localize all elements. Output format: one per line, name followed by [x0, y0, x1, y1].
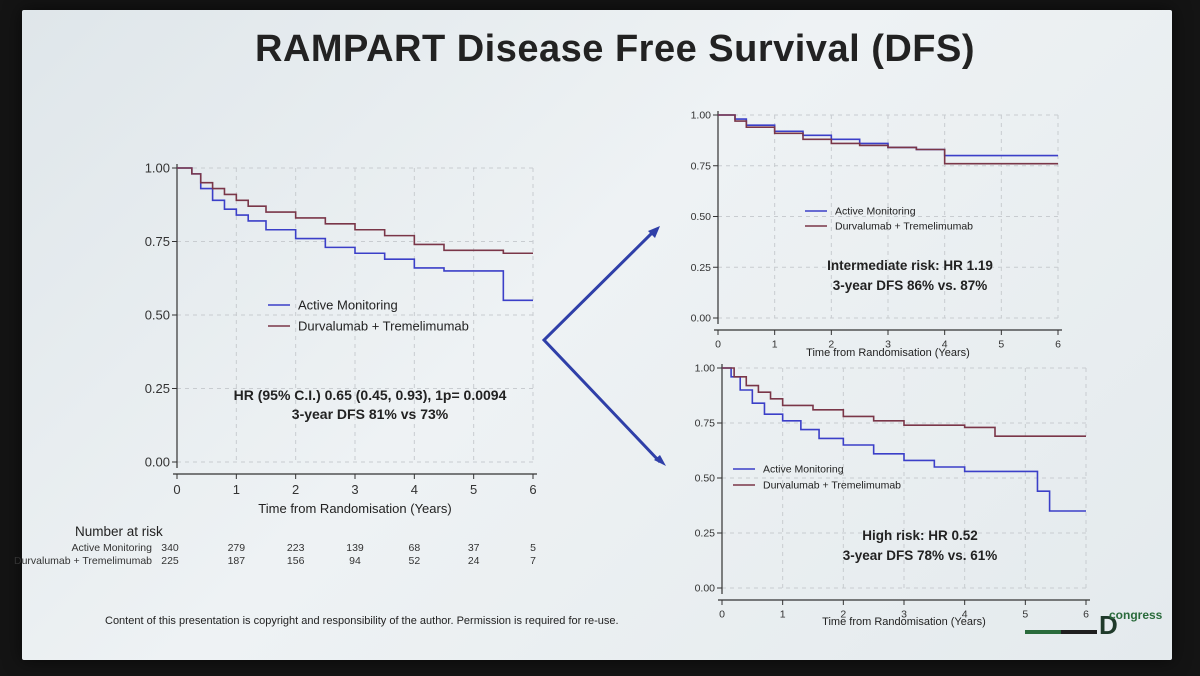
slide-title: RAMPART Disease Free Survival (DFS): [255, 28, 975, 70]
y-tick-label: 1.00: [145, 161, 170, 176]
arrow-head-top: [648, 226, 660, 238]
x-tick-label: 0: [715, 339, 721, 351]
chart-annotation: 3-year DFS 78% vs. 61%: [843, 548, 998, 563]
chart-annotation: 3-year DFS 86% vs. 87%: [833, 278, 988, 293]
x-tick-label: 6: [1083, 609, 1089, 621]
y-tick-label: 0.25: [691, 262, 712, 274]
logo-letter: D: [1099, 610, 1118, 640]
chart-main: 0.00 0.25 0.50 0.75 1.00 0 1 2 3 4 5 6 Time from Ran…: [145, 161, 537, 516]
arrow-line: [541, 228, 662, 464]
chart-annotation: HR (95% C.I.) 0.65 (0.45, 0.93), 1p= 0.0…: [234, 387, 507, 403]
series-line-durva: [718, 114, 1058, 165]
y-tick-label: 0.50: [691, 211, 712, 223]
x-tick-label: 2: [828, 339, 834, 351]
logo-bar-dark: [1061, 630, 1097, 634]
series-line-durva: [722, 367, 1086, 437]
legend-label: Durvalumab + Tremelimumab: [763, 480, 901, 492]
x-tick-label: 1: [772, 339, 778, 351]
legend-label: Durvalumab + Tremelimumab: [298, 319, 469, 334]
arrow-head-bottom: [654, 455, 666, 466]
logo-word: congress: [1109, 608, 1163, 622]
series-line-durva: [177, 167, 533, 255]
x-tick-label: 1: [233, 482, 240, 497]
x-tick-label: 2: [840, 609, 846, 621]
slide-background: [22, 10, 1172, 660]
x-axis-label: Time from Randomisation (Years): [258, 501, 451, 516]
y-tick-label: 0.75: [691, 160, 712, 172]
legend-label: Active Monitoring: [298, 298, 398, 313]
x-tick-label: 5: [470, 482, 477, 497]
chart-annotation: Intermediate risk: HR 1.19: [827, 258, 993, 273]
x-tick-label: 3: [901, 609, 907, 621]
chart-annotation: High risk: HR 0.52: [862, 528, 978, 543]
series-line-active: [722, 367, 1086, 512]
x-tick-label: 3: [885, 339, 891, 351]
x-tick-label: 1: [780, 609, 786, 621]
y-tick-label: 0.50: [695, 473, 716, 485]
x-axis-label: Time from Randomisation (Years): [806, 347, 970, 359]
y-tick-label: 0.75: [145, 234, 170, 249]
x-tick-label: 6: [1055, 339, 1061, 351]
legend-label: Active Monitoring: [835, 206, 916, 218]
copyright-notice: Content of this presentation is copyrigh…: [105, 615, 619, 627]
risk-table-heading: Number at risk: [75, 524, 163, 539]
chart-annotation: 3-year DFS 81% vs 73%: [292, 406, 449, 422]
x-tick-label: 6: [529, 482, 536, 497]
x-axis-label: Time from Randomisation (Years): [822, 616, 986, 628]
y-tick-label: 1.00: [695, 363, 716, 375]
y-tick-label: 0.00: [695, 583, 716, 595]
arrows: [541, 226, 666, 466]
x-tick-label: 5: [1022, 609, 1028, 621]
x-tick-label: 4: [942, 339, 948, 351]
chart-intermediate: 0.00 0.25 0.50 0.75 1.00 0 1 2 3 4 5 6 Time from Ran…: [691, 110, 1062, 359]
y-tick-label: 1.00: [691, 110, 712, 122]
x-tick-label: 5: [998, 339, 1004, 351]
y-tick-label: 0.25: [145, 381, 170, 396]
x-tick-label: 2: [292, 482, 299, 497]
y-tick-label: 0.00: [145, 455, 170, 470]
chart-high: 0.00 0.25 0.50 0.75 1.00 0 1 2 3 4 5 6 Time from Ran…: [695, 363, 1090, 628]
y-tick-label: 0.75: [695, 418, 716, 430]
x-tick-label: 4: [411, 482, 418, 497]
y-tick-label: 0.50: [145, 308, 170, 323]
congress-logo: D congress: [1025, 608, 1165, 643]
x-tick-label: 0: [719, 609, 725, 621]
legend-label: Durvalumab + Tremelimumab: [835, 221, 973, 233]
y-tick-label: 0.25: [695, 528, 716, 540]
x-tick-label: 4: [962, 609, 968, 621]
x-tick-label: 3: [351, 482, 358, 497]
legend-label: Active Monitoring: [763, 464, 844, 476]
x-tick-label: 0: [173, 482, 180, 497]
series-line-active: [177, 167, 533, 302]
y-tick-label: 0.00: [691, 313, 712, 325]
